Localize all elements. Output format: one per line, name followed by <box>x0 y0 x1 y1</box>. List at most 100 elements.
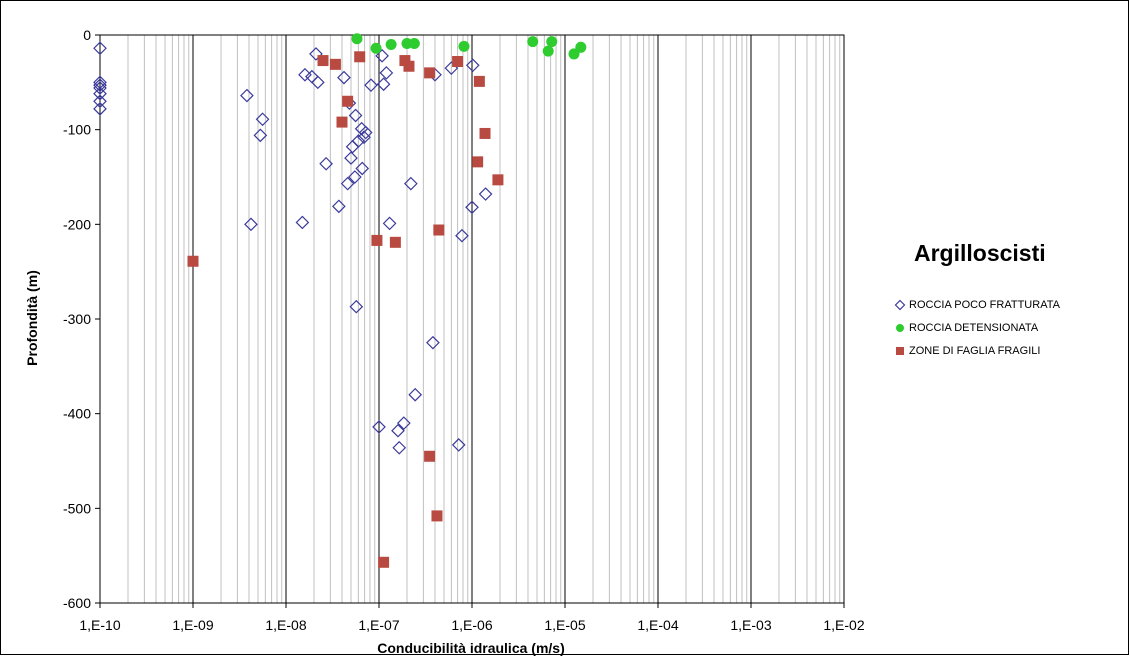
legend-item-zone-di-faglia-fragili: ZONE DI FAGLIA FRAGILI <box>893 339 1128 362</box>
data-point-roccia-poco-fratturata <box>382 216 397 231</box>
data-point-zone-di-faglia-fragili <box>371 234 383 246</box>
data-point-roccia-poco-fratturata <box>253 128 268 143</box>
data-point-roccia-detensionata <box>351 33 363 45</box>
x-tick-label: 1,E-07 <box>358 617 399 633</box>
circle-marker-icon <box>896 323 904 332</box>
gridlines <box>99 35 841 603</box>
x-axis-ticks: 1,E-10 1,E-09 1,E-08 1,E-07 1,E-06 1,E-05 1,E-… <box>79 603 865 633</box>
data-point-zone-di-faglia-fragili <box>187 255 199 267</box>
y-tick-label: -600 <box>63 595 91 611</box>
x-tick-label: 1,E-06 <box>451 617 492 633</box>
data-point-roccia-poco-fratturata <box>465 58 480 73</box>
data-point-zone-di-faglia-fragili <box>399 55 411 67</box>
data-point-roccia-poco-fratturata <box>355 161 370 176</box>
data-point-zone-di-faglia-fragili <box>424 450 436 462</box>
data-point-roccia-poco-fratturata <box>340 176 355 191</box>
data-point-roccia-poco-fratturata <box>93 41 107 56</box>
data-point-roccia-detensionata <box>408 38 420 50</box>
y-axis-ticks: 0 -100 -200 -300 -400 -500 -600 <box>63 27 100 611</box>
data-point-roccia-detensionata <box>458 40 470 52</box>
data-point-roccia-poco-fratturata <box>451 438 466 452</box>
data-point-roccia-poco-fratturata <box>93 86 107 101</box>
y-axis-title: Profondità (m) <box>24 270 40 366</box>
data-point-roccia-detensionata <box>542 45 554 57</box>
y-tick-label: -500 <box>63 500 91 516</box>
legend-label: ZONE DI FAGLIA FRAGILI <box>909 344 1041 357</box>
data-point-roccia-poco-fratturata <box>345 139 360 154</box>
data-point-zone-di-faglia-fragili <box>431 510 443 522</box>
y-tick-label: -200 <box>63 216 91 232</box>
data-point-roccia-poco-fratturata <box>396 416 411 430</box>
data-point-roccia-poco-fratturata <box>331 199 346 214</box>
data-points <box>93 33 587 568</box>
legend-label: ROCCIA POCO FRATTURATA <box>909 298 1060 311</box>
data-point-roccia-poco-fratturata <box>391 423 405 438</box>
data-point-roccia-poco-fratturata <box>298 67 312 82</box>
data-point-roccia-poco-fratturata <box>455 228 469 243</box>
data-point-zone-di-faglia-fragili <box>403 60 415 72</box>
data-point-roccia-detensionata <box>385 38 397 50</box>
y-tick-label: -400 <box>63 406 91 422</box>
x-tick-label: 1,E-09 <box>172 617 213 633</box>
data-point-roccia-poco-fratturata <box>364 78 378 93</box>
data-point-roccia-poco-fratturata <box>375 48 389 63</box>
data-point-roccia-detensionata <box>370 42 382 54</box>
data-point-roccia-poco-fratturata <box>408 387 423 402</box>
square-marker-icon <box>896 346 904 355</box>
data-point-zone-di-faglia-fragili <box>424 67 436 79</box>
data-point-zone-di-faglia-fragili <box>317 55 329 67</box>
x-tick-label: 1,E-10 <box>79 617 120 633</box>
data-point-roccia-poco-fratturata <box>305 69 319 84</box>
data-point-roccia-poco-fratturata <box>348 170 362 184</box>
data-point-zone-di-faglia-fragili <box>329 58 341 70</box>
data-point-roccia-poco-fratturata <box>351 134 366 148</box>
legend-label: ROCCIA DETENSIONATA <box>909 321 1039 334</box>
data-point-zone-di-faglia-fragili <box>342 95 354 107</box>
data-point-roccia-poco-fratturata <box>295 215 310 230</box>
data-point-zone-di-faglia-fragili <box>473 75 485 87</box>
y-tick-label: 0 <box>83 27 91 43</box>
data-point-zone-di-faglia-fragili <box>479 127 491 139</box>
data-point-roccia-poco-fratturata <box>372 420 386 434</box>
data-point-roccia-poco-fratturata <box>348 108 363 123</box>
data-point-roccia-poco-fratturata <box>358 125 373 140</box>
data-point-roccia-poco-fratturata <box>379 66 394 80</box>
data-point-roccia-poco-fratturata <box>344 151 358 165</box>
data-point-roccia-poco-fratturata <box>93 101 107 116</box>
data-point-roccia-poco-fratturata <box>309 47 323 61</box>
legend-item-roccia-poco-fratturata: ROCCIA POCO FRATTURATA <box>893 293 1128 316</box>
data-point-roccia-poco-fratturata <box>392 440 407 455</box>
x-tick-label: 1,E-02 <box>823 617 864 633</box>
chart-title: Argilloscisti <box>914 240 1046 266</box>
data-point-zone-di-faglia-fragili <box>378 556 390 568</box>
data-point-roccia-poco-fratturata <box>255 112 270 127</box>
data-point-roccia-poco-fratturata <box>349 299 364 314</box>
x-tick-label: 1,E-03 <box>730 617 771 633</box>
data-point-roccia-detensionata <box>568 48 580 60</box>
data-point-zone-di-faglia-fragili <box>452 56 464 68</box>
data-point-roccia-poco-fratturata <box>310 75 325 90</box>
data-point-roccia-poco-fratturata <box>376 77 391 92</box>
data-point-roccia-poco-fratturata <box>403 176 418 191</box>
data-point-zone-di-faglia-fragili <box>389 236 401 248</box>
data-point-roccia-poco-fratturata <box>426 335 440 350</box>
data-point-zone-di-faglia-fragili <box>336 116 348 128</box>
data-point-zone-di-faglia-fragili <box>433 224 445 236</box>
y-tick-label: -100 <box>63 122 91 138</box>
data-point-roccia-detensionata <box>527 36 539 48</box>
data-point-zone-di-faglia-fragili <box>472 156 484 168</box>
y-tick-label: -300 <box>63 311 91 327</box>
x-tick-label: 1,E-04 <box>637 617 678 633</box>
data-point-roccia-poco-fratturata <box>93 81 107 95</box>
x-tick-label: 1,E-08 <box>265 617 306 633</box>
data-point-roccia-detensionata <box>575 41 587 53</box>
legend-item-roccia-detensionata: ROCCIA DETENSIONATA <box>893 316 1128 339</box>
x-axis-title: Conducibilità idraulica (m/s) <box>377 640 564 656</box>
data-point-roccia-poco-fratturata <box>357 130 371 145</box>
data-point-zone-di-faglia-fragili <box>354 51 366 63</box>
data-point-roccia-poco-fratturata <box>93 78 107 93</box>
data-point-roccia-poco-fratturata <box>240 88 254 103</box>
legend: ROCCIA POCO FRATTURATA ROCCIA DETENSIONA… <box>893 293 1128 362</box>
